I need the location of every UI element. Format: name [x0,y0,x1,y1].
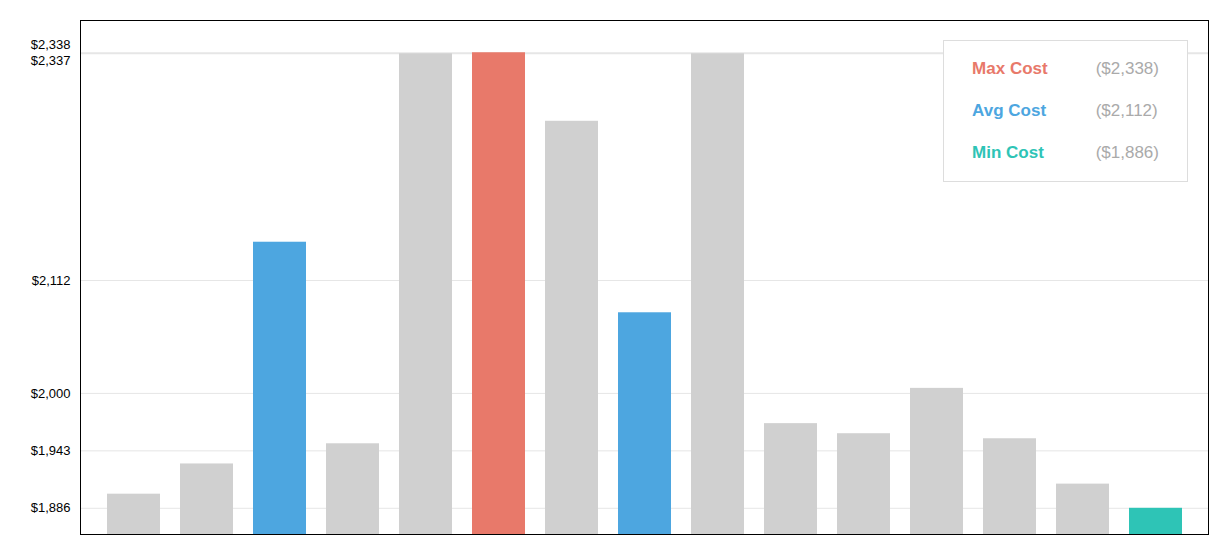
html-text:($1,886): ($1,886) [1095,143,1159,162]
html-text:($2,112): ($2,112) [1095,101,1158,120]
html-text:($2,338): ($2,338) [1095,59,1159,78]
svg-text:$2,338: $2,338 [31,37,71,52]
html-text:Avg Cost: Avg Cost [972,101,1047,120]
svg-text:$1,943: $1,943 [31,443,71,458]
svg-text:$2,000: $2,000 [31,386,71,401]
svg-text:$1,886: $1,886 [31,500,71,515]
html-text:Min Cost: Min Cost [972,143,1044,162]
html-text:Max Cost: Max Cost [972,59,1048,78]
svg-text:$2,337: $2,337 [31,53,71,68]
svg-text:$2,112: $2,112 [32,273,71,288]
